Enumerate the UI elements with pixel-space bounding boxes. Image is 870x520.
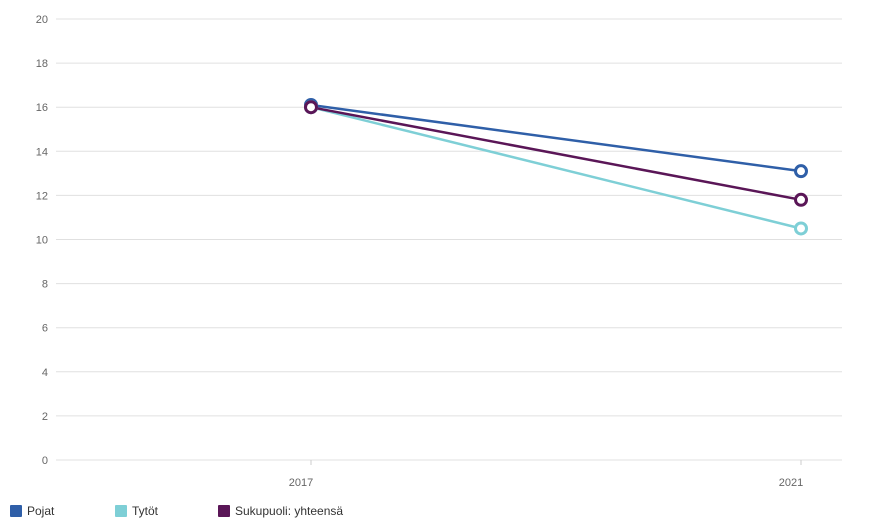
legend-label: Sukupuoli: yhteensä	[235, 504, 344, 518]
series-line-2	[310, 105, 802, 202]
x-axis: 2017 2021	[289, 460, 803, 489]
legend-swatch	[115, 505, 127, 517]
line-chart: 0 2 4 6 8 10 12 14 16 18 20 2017 2021	[36, 14, 842, 489]
y-tick-label: 12	[36, 190, 48, 202]
legend-label: Tytöt	[132, 504, 159, 518]
series-line-0	[310, 103, 802, 173]
legend-item[interactable]: Pojat	[10, 504, 115, 518]
y-gridlines	[56, 18, 842, 461]
y-tick-label: 0	[42, 455, 48, 467]
data-point[interactable]	[304, 100, 318, 115]
y-tick-label: 18	[36, 58, 48, 70]
series-points	[304, 97, 808, 236]
series-line-1	[310, 105, 802, 230]
legend-item[interactable]: Sukupuoli: yhteensä	[218, 504, 343, 518]
legend-swatch	[10, 505, 22, 517]
x-tick-label: 2021	[779, 477, 803, 489]
y-tick-label: 8	[42, 279, 48, 291]
data-point[interactable]	[794, 164, 808, 179]
y-axis-tick-labels: 0 2 4 6 8 10 12 14 16 18 20	[36, 14, 48, 467]
legend-swatch	[218, 505, 230, 517]
x-tick-label: 2017	[289, 477, 313, 489]
y-tick-label: 10	[36, 235, 48, 247]
y-tick-label: 16	[36, 102, 48, 114]
y-tick-label: 2	[42, 411, 48, 423]
data-point[interactable]	[794, 192, 808, 207]
legend-item[interactable]: Tytöt	[115, 504, 218, 518]
series-lines	[310, 103, 802, 230]
y-tick-label: 20	[36, 14, 48, 26]
data-point[interactable]	[794, 221, 808, 236]
y-tick-label: 4	[42, 367, 48, 379]
legend: Pojat Tytöt Sukupuoli: yhteensä	[10, 502, 343, 520]
y-tick-label: 14	[36, 146, 48, 158]
y-tick-label: 6	[42, 323, 48, 335]
legend-label: Pojat	[27, 504, 55, 518]
